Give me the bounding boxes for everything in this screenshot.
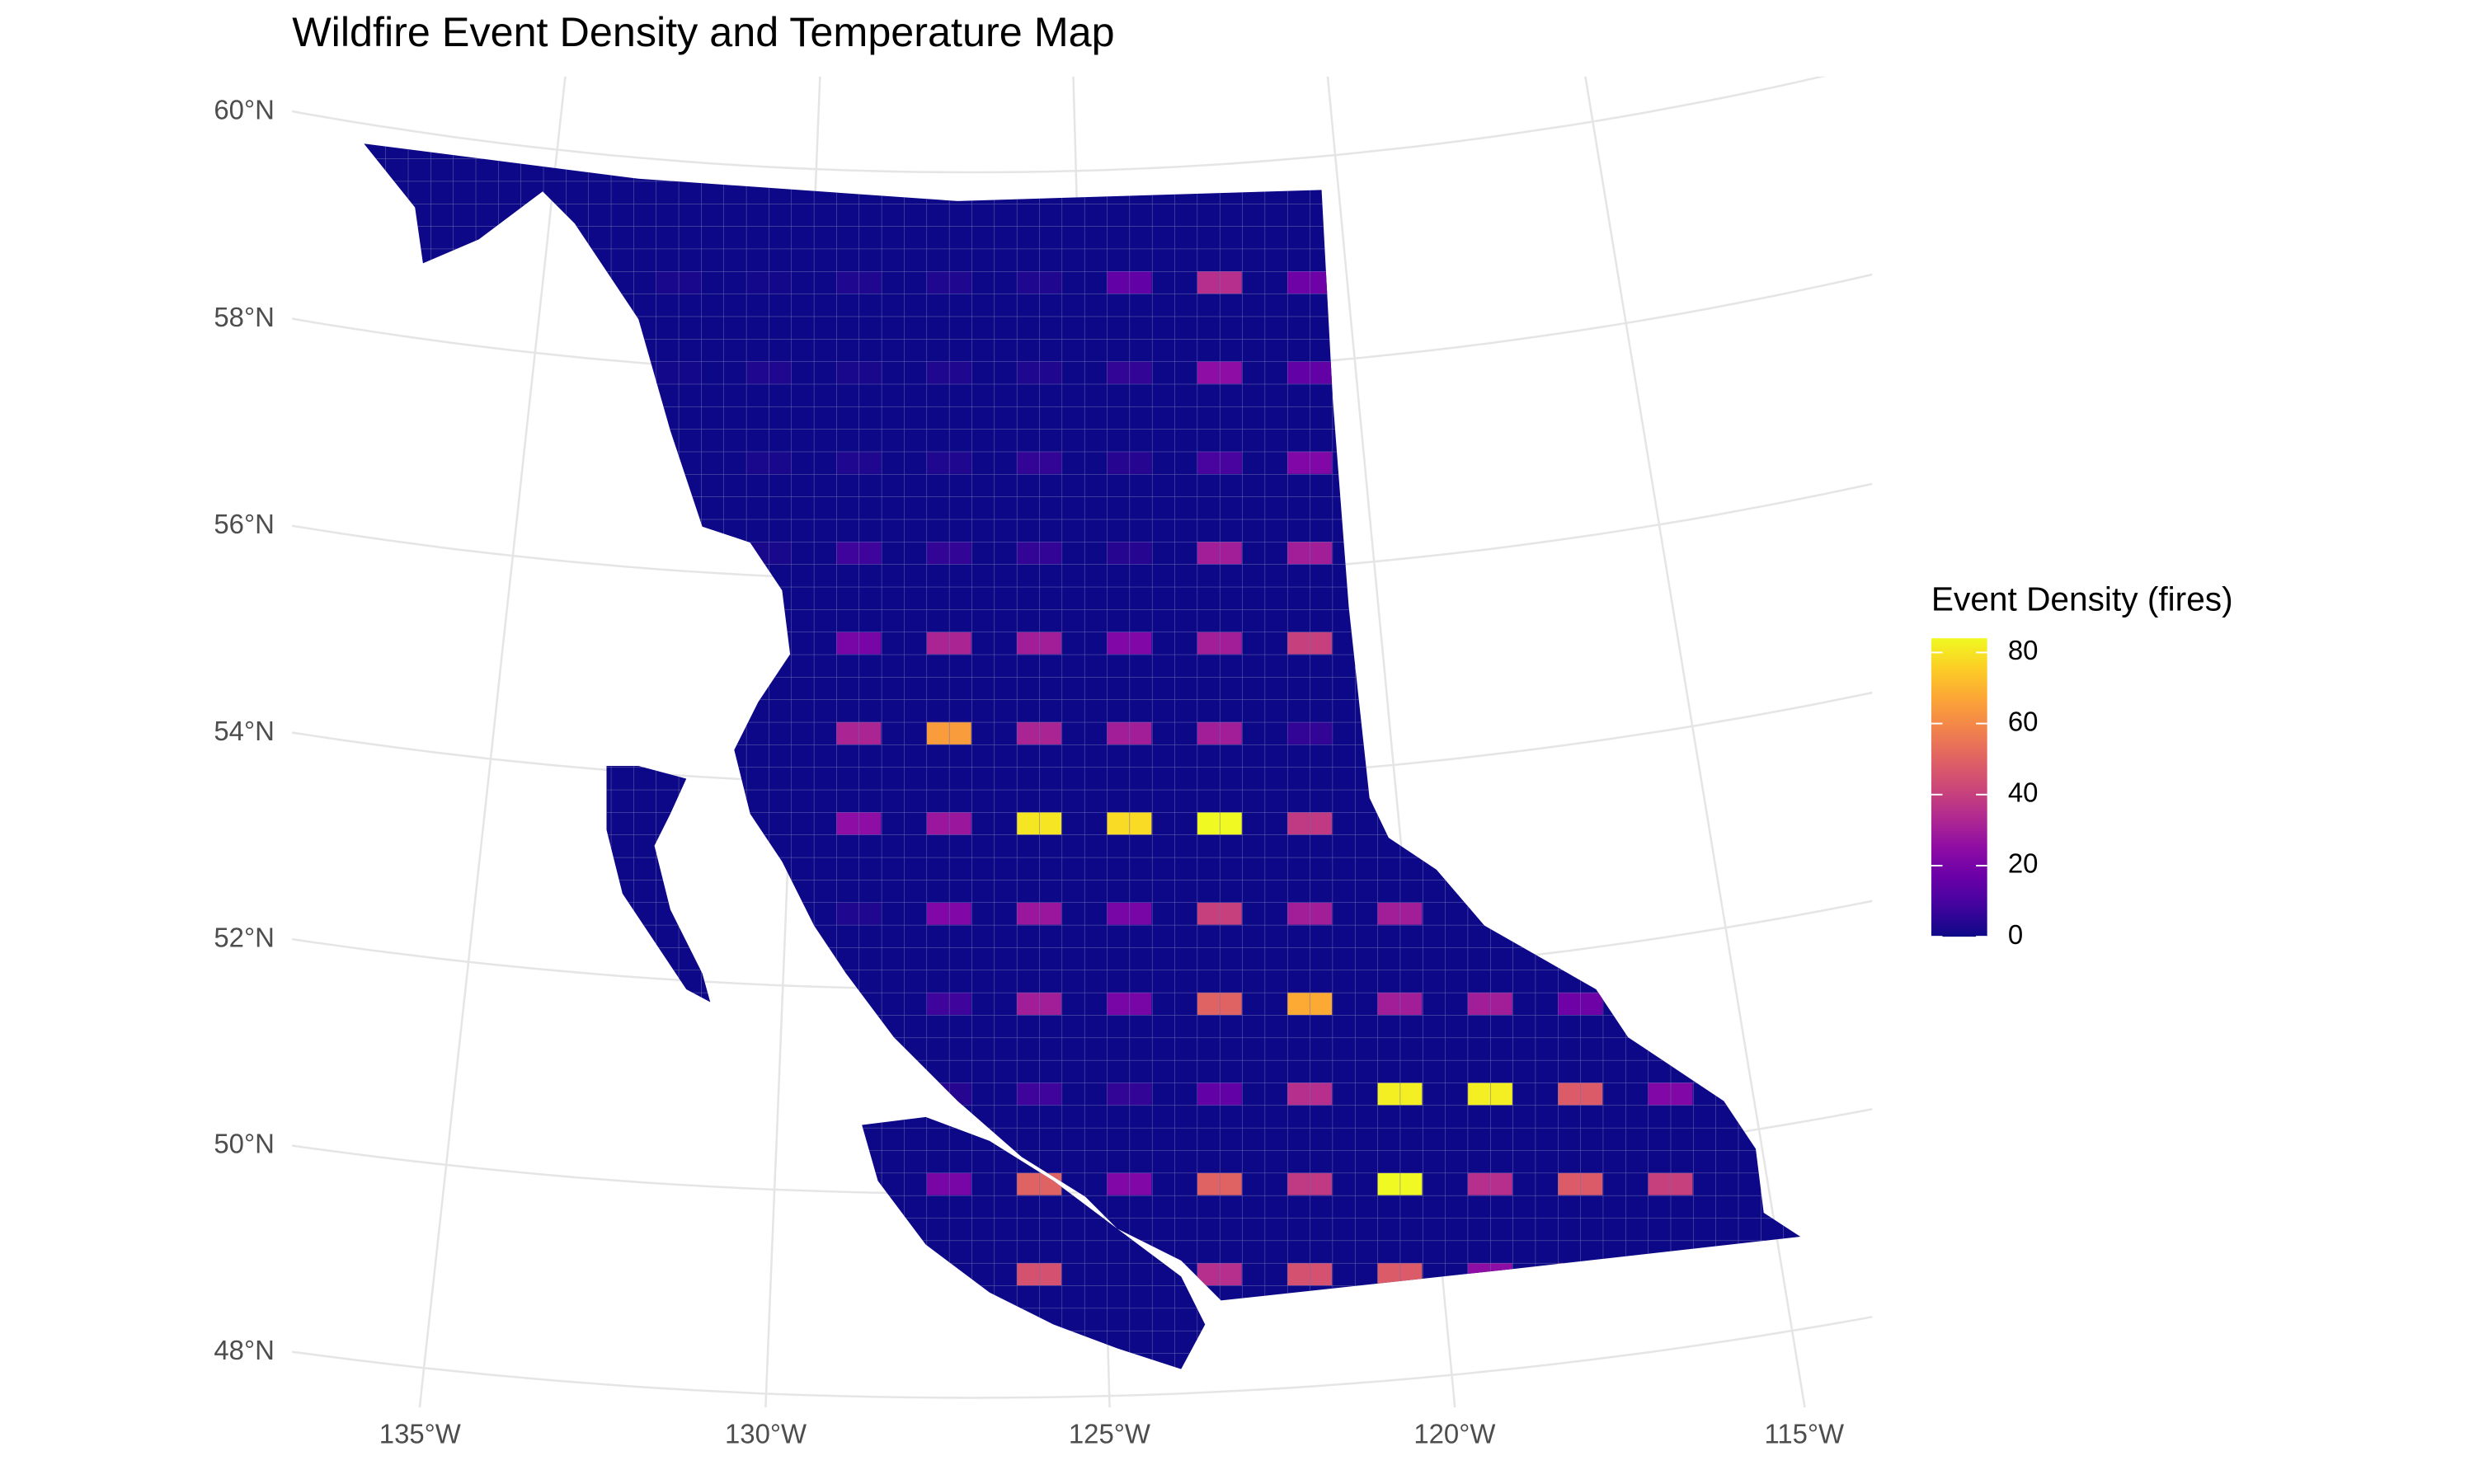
legend-tick-label: 20 xyxy=(2008,848,2039,879)
y-tick-label: 56°N xyxy=(214,509,275,539)
x-tick-label: 120°W xyxy=(1413,1419,1495,1449)
x-tick-label: 115°W xyxy=(1764,1419,1844,1449)
legend-title: Event Density (fires) xyxy=(1931,580,2233,618)
x-tick-label: 130°W xyxy=(725,1419,807,1449)
legend-tick-label: 0 xyxy=(2008,919,2023,950)
grid-line xyxy=(418,76,567,1408)
legend-tick-label: 80 xyxy=(2008,635,2039,665)
y-tick-label: 48°N xyxy=(214,1335,275,1365)
grid-line xyxy=(292,1315,1873,1399)
grid-line xyxy=(764,76,821,1408)
grid-cell xyxy=(1558,1262,1603,1286)
y-tick-label: 54°N xyxy=(214,716,275,746)
colorbar xyxy=(1931,638,1987,937)
grid-line xyxy=(1584,76,1806,1408)
x-tick-label: 125°W xyxy=(1069,1419,1150,1449)
chart-title: Wildfire Event Density and Temperature M… xyxy=(292,8,1114,55)
grid-line xyxy=(292,76,1827,174)
y-tick-label: 60°N xyxy=(214,94,275,124)
legend-tick-label: 60 xyxy=(2008,706,2039,736)
legend-tick-label: 40 xyxy=(2008,777,2039,807)
y-tick-label: 58°N xyxy=(214,302,275,332)
y-tick-label: 52°N xyxy=(214,922,275,952)
y-tick-label: 50°N xyxy=(214,1129,275,1159)
x-tick-label: 135°W xyxy=(379,1419,461,1449)
